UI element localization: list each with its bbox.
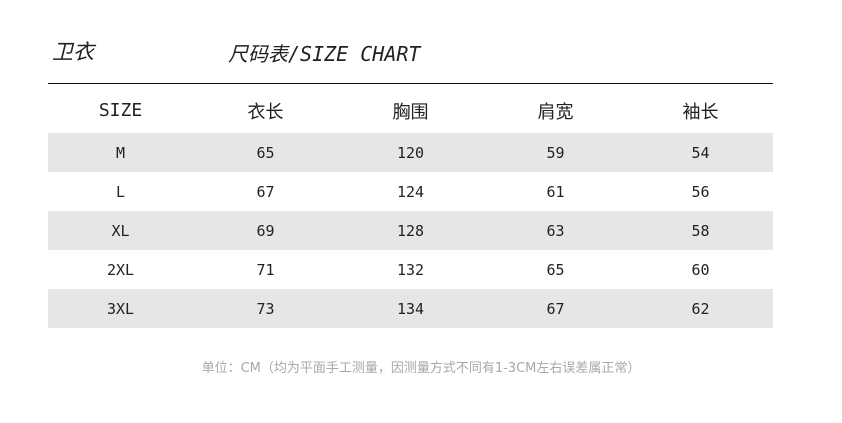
table-cell: M [48,133,193,172]
table-row: M 65 120 59 54 [48,133,773,172]
table-cell: 124 [396,182,425,201]
table-cell: XL [48,211,193,250]
table-cell: 3XL [48,289,193,328]
table-cell: 61 [546,182,565,201]
table-cell: 132 [396,260,425,279]
column-header: 袖长 [682,101,719,123]
table-cell: 2XL [106,260,135,279]
table-cell: 67 [483,289,628,328]
table-cell: 120 [338,133,483,172]
table-cell: 73 [193,289,338,328]
table-cell: 65 [193,133,338,172]
product-name: 卫衣 [52,40,94,64]
table-cell: 71 [256,260,275,279]
chart-title: 尺码表/SIZE CHART [228,42,421,66]
column-header: 肩宽 [537,101,574,123]
table-cell: 134 [338,289,483,328]
table-cell: 59 [483,133,628,172]
table-cell: 65 [546,260,565,279]
table-row: XL 69 128 63 58 [48,211,773,250]
table-cell: 67 [256,182,275,201]
table-cell: 69 [193,211,338,250]
column-header: 衣长 [247,101,284,123]
table-cell: 54 [628,133,773,172]
table-row: 2XL 71 132 65 60 [48,250,773,289]
table-cell: 128 [338,211,483,250]
table-cell: 58 [628,211,773,250]
table-cell: 62 [628,289,773,328]
column-header: SIZE [98,100,143,121]
header-row: SIZE 衣长 胸围 肩宽 袖长 [48,88,773,133]
unit-note: 单位：CM（均为平面手工测量，因测量方式不同有1-3CM左右误差属正常） [201,361,641,376]
column-header: 胸围 [392,101,429,123]
divider [48,83,773,84]
table-cell: 56 [691,182,710,201]
size-table: SIZE 衣长 胸围 肩宽 袖长 M 65 120 59 54 L 67 124 61 56 XL 69 128… [48,88,773,328]
table-cell: 60 [691,260,710,279]
table-cell: 63 [483,211,628,250]
table-row: L 67 124 61 56 [48,172,773,211]
table-row: 3XL 73 134 67 62 [48,289,773,328]
table-cell: L [115,182,126,201]
